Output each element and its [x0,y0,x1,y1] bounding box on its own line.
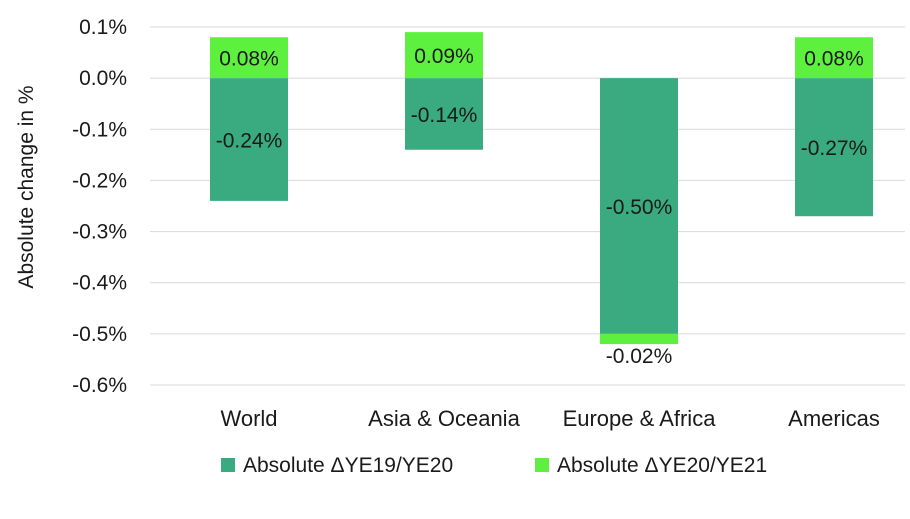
bar-series-1 [600,78,678,334]
legend-label-series-1: Absolute ΔYE19/YE20 [243,454,453,477]
data-label: -0.27% [801,137,868,160]
data-label: 0.08% [219,48,279,71]
legend: Absolute ΔYE19/YE20 Absolute ΔYE20/YE21 [221,454,767,477]
bar-series-2 [600,333,678,345]
data-label: -0.24% [216,130,283,153]
data-label: 0.08% [804,48,864,71]
data-label: 0.09% [414,45,474,68]
legend-swatch-series-1 [221,458,235,472]
y-tick-label: -0.3% [72,221,127,244]
y-tick-label: -0.6% [72,374,127,397]
data-label: -0.50% [606,196,673,219]
x-axis-categories: World Asia & Oceania Europe & Africa Americ… [220,406,879,431]
data-labels: -0.24% -0.14% -0.50% -0.27% 0.08% 0.09% -0.02%… [216,45,868,368]
bar-series-1 [405,78,483,150]
y-axis-ticks: 0.1% 0.0% -0.1% -0.2% -0.3% -0.4% -0.5% -0.6% [72,16,127,397]
bar-series-1 [795,78,873,217]
x-category-label: Asia & Oceania [368,406,520,431]
bar-series-2 [795,37,873,79]
x-category-label: Europe & Africa [563,406,717,431]
bar-series-2 [405,32,483,79]
y-tick-label: -0.5% [72,323,127,346]
bars [210,32,873,345]
legend-swatch-series-2 [535,458,549,472]
y-tick-label: -0.1% [72,118,127,141]
x-category-label: World [220,406,277,431]
y-tick-label: -0.4% [72,272,127,295]
bar-series-1 [210,78,288,201]
data-label: -0.14% [411,104,478,127]
y-axis-title: Absolute change in % [15,85,38,288]
legend-label-series-2: Absolute ΔYE20/YE21 [557,454,767,477]
bar-series-2 [210,37,288,79]
x-category-label: Americas [788,406,880,431]
data-label: -0.02% [606,345,673,368]
y-tick-label: -0.2% [72,169,127,192]
y-tick-label: 0.1% [79,16,127,39]
y-tick-label: 0.0% [79,67,127,90]
